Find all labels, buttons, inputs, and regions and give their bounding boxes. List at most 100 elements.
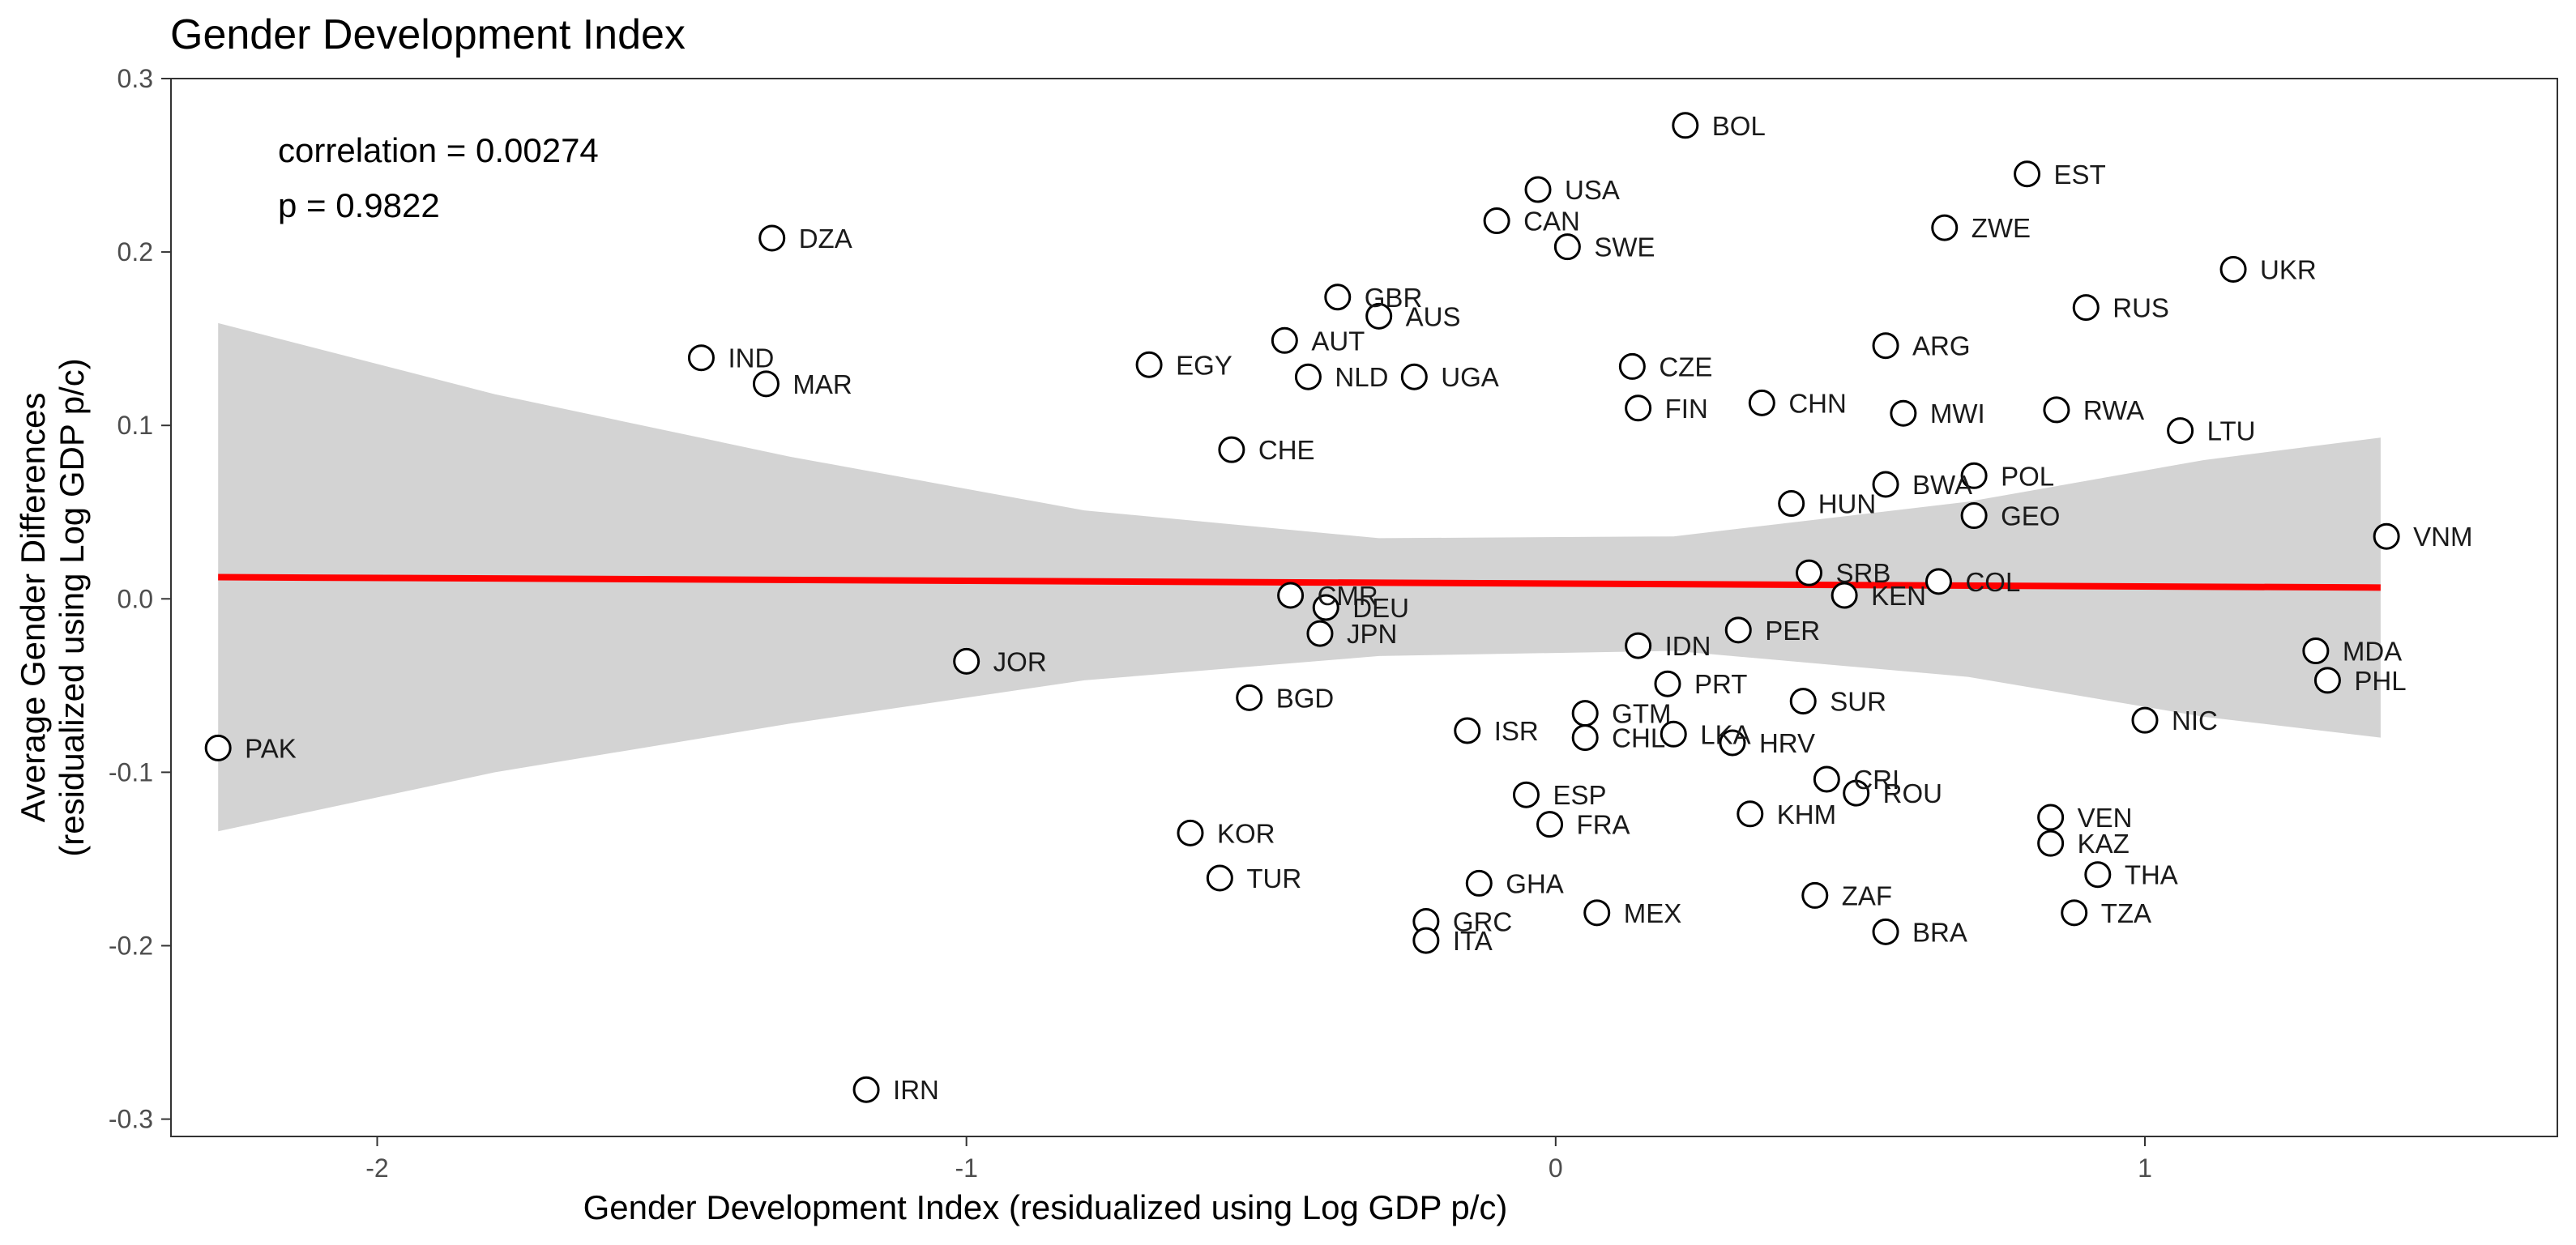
- point-pol: [1960, 462, 1988, 489]
- point-ltu: [2167, 417, 2194, 445]
- point-label-kor: KOR: [1217, 818, 1275, 848]
- point-jor: [953, 647, 980, 675]
- point-mda: [2302, 637, 2330, 665]
- point-label-vnm: VNM: [2413, 522, 2472, 552]
- point-label-mar: MAR: [792, 369, 852, 399]
- point-label-phl: PHL: [2354, 666, 2406, 696]
- point-label-srb: SRB: [1836, 558, 1891, 588]
- point-tha: [2084, 861, 2112, 889]
- point-label-zwe: ZWE: [1972, 213, 2031, 243]
- y-tick-label: -0.1: [109, 757, 153, 787]
- point-dza: [758, 224, 786, 252]
- point-bol: [1672, 112, 1699, 139]
- point-tza: [2061, 899, 2088, 927]
- point-irn: [852, 1076, 880, 1103]
- point-ken: [1831, 582, 1858, 609]
- point-label-cmr: CMR: [1318, 581, 1378, 611]
- x-axis: -2 -1 0 1: [365, 1136, 2152, 1183]
- y-tick-label: 0.1: [117, 411, 153, 440]
- point-label-nic: NIC: [2172, 706, 2218, 735]
- point-est: [2014, 160, 2041, 188]
- point-label-aut: AUT: [1311, 326, 1365, 356]
- point-label-che: CHE: [1258, 435, 1315, 465]
- point-label-geo: GEO: [2001, 501, 2060, 531]
- point-rwa: [2043, 396, 2070, 424]
- point-label-hun: HUN: [1818, 489, 1877, 519]
- x-tick-label: 1: [2138, 1153, 2152, 1183]
- point-prt: [1654, 670, 1681, 697]
- point-kor: [1177, 819, 1204, 846]
- point-label-bol: BOL: [1712, 111, 1766, 141]
- plot-panel-border: [170, 78, 2558, 1137]
- points-layer: [204, 112, 2400, 1103]
- point-label-can: CAN: [1523, 207, 1580, 237]
- chart-title: Gender Development Index: [170, 11, 686, 58]
- point-sur: [1789, 688, 1817, 715]
- point-label-pol: POL: [2001, 461, 2054, 491]
- point-label-bgd: BGD: [1276, 683, 1335, 713]
- point-label-rus: RUS: [2112, 293, 2169, 323]
- point-arg: [1872, 332, 1899, 360]
- point-label-idn: IDN: [1665, 631, 1711, 661]
- point-usa: [1524, 176, 1552, 203]
- point-swe: [1553, 233, 1581, 261]
- point-label-gha: GHA: [1506, 868, 1564, 898]
- point-label-uga: UGA: [1441, 362, 1499, 392]
- x-tick-label: -1: [955, 1153, 977, 1183]
- point-geo: [1960, 502, 1988, 530]
- point-esp: [1512, 781, 1540, 808]
- point-label-kaz: KAZ: [2078, 829, 2130, 859]
- point-idn: [1625, 632, 1652, 659]
- point-che: [1218, 436, 1245, 463]
- point-cze: [1618, 352, 1646, 380]
- point-srb: [1796, 559, 1823, 586]
- regression-line: [218, 573, 2381, 591]
- x-tick-label: 0: [1549, 1153, 1563, 1183]
- point-rus: [2072, 294, 2100, 322]
- point-label-col: COL: [1965, 567, 2020, 597]
- point-label-jor: JOR: [993, 646, 1047, 676]
- point-can: [1483, 207, 1510, 235]
- point-mar: [752, 370, 780, 398]
- point-label-rwa: RWA: [2083, 395, 2144, 425]
- point-aus: [1365, 302, 1393, 330]
- point-label-prt: PRT: [1694, 669, 1747, 699]
- confidence-band-layer: [218, 322, 2381, 832]
- y-tick-label: 0.2: [117, 237, 153, 266]
- point-gtm: [1571, 700, 1599, 727]
- point-label-arg: ARG: [1912, 331, 1971, 361]
- point-per: [1724, 616, 1752, 644]
- point-deu: [1312, 594, 1339, 621]
- point-bwa: [1872, 471, 1899, 498]
- point-bra: [1872, 918, 1899, 945]
- fit-line-layer: [218, 573, 2381, 591]
- point-aut: [1271, 326, 1298, 354]
- point-label-grc: GRC: [1453, 907, 1512, 937]
- point-cmr: [1277, 582, 1305, 609]
- point-label-aus: AUS: [1406, 301, 1461, 331]
- correlation-annotation: correlation = 0.00274: [278, 131, 599, 169]
- point-label-hrv: HRV: [1759, 728, 1815, 758]
- point-nld: [1294, 363, 1322, 390]
- point-label-ita: ITA: [1453, 926, 1493, 956]
- point-label-ken: KEN: [1871, 581, 1926, 611]
- point-label-per: PER: [1765, 616, 1820, 646]
- point-khm: [1737, 800, 1764, 828]
- point-nic: [2131, 706, 2159, 734]
- point-label-rou: ROU: [1883, 778, 1942, 808]
- point-label-dza: DZA: [799, 224, 852, 254]
- point-label-gbr: GBR: [1365, 283, 1423, 313]
- confidence-band: [218, 322, 2381, 832]
- y-axis: -0.3 -0.2 -0.1 0.0 0.1 0.2 0.3: [109, 64, 171, 1134]
- point-col: [1925, 568, 1952, 595]
- point-pak: [204, 734, 232, 761]
- y-tick-label: 0.3: [117, 64, 153, 93]
- point-label-usa: USA: [1565, 175, 1620, 205]
- point-mex: [1583, 899, 1611, 927]
- point-label-bra: BRA: [1912, 917, 1967, 947]
- point-label-egy: EGY: [1176, 350, 1232, 380]
- point-ind: [687, 344, 715, 372]
- point-egy: [1135, 351, 1163, 378]
